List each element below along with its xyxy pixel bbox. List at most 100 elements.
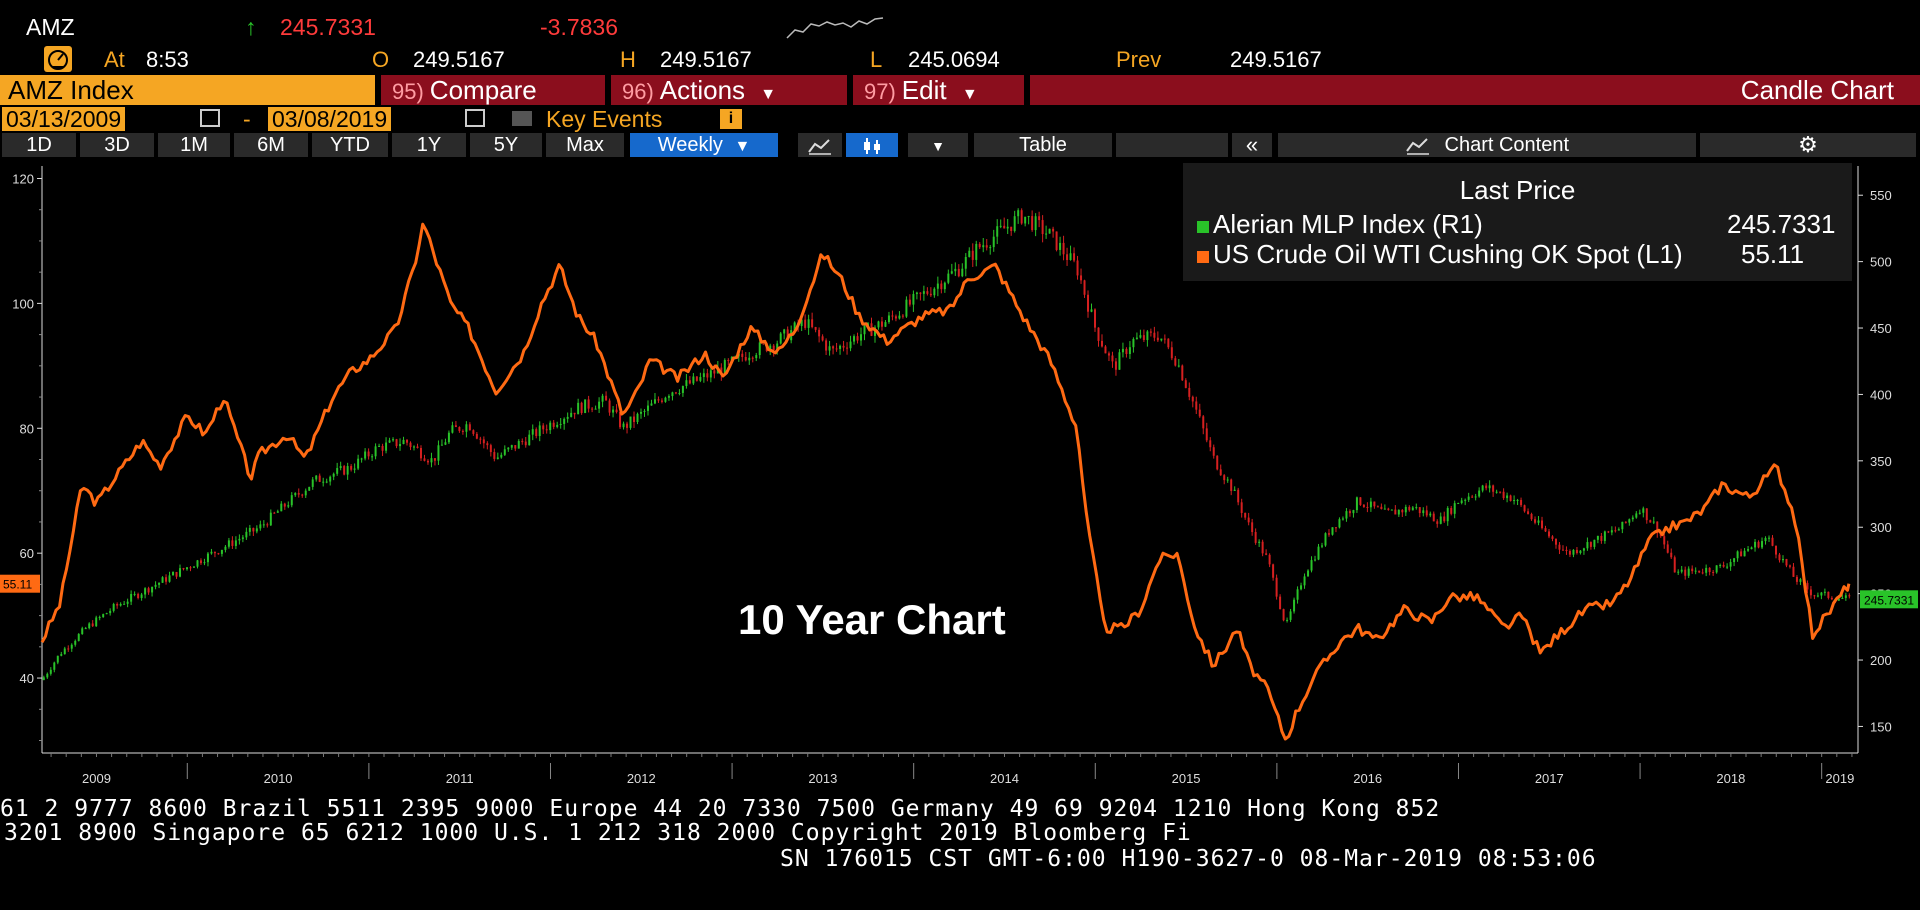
actions-label: Actions: [659, 75, 746, 105]
mlp-candle-body: [1111, 355, 1114, 362]
mlp-candle-body: [378, 445, 381, 447]
mlp-candle-body: [922, 291, 925, 294]
mlp-candle-body: [1548, 531, 1551, 537]
mlp-candle-body: [1031, 216, 1034, 231]
range-button-1y[interactable]: 1Y: [392, 133, 466, 157]
mlp-candle-body: [769, 345, 772, 351]
mlp-candle-body: [1467, 496, 1470, 500]
mlp-candle-body: [1582, 548, 1585, 551]
candle-chart-icon[interactable]: [846, 133, 898, 157]
mlp-candle-body: [192, 566, 195, 568]
mlp-candle-body: [633, 416, 636, 423]
mlp-candle-body: [685, 380, 688, 387]
mlp-candle-body: [982, 245, 985, 248]
mlp-candle-body: [615, 409, 618, 413]
mlp-candle-body: [175, 571, 178, 577]
settings-button[interactable]: ⚙: [1700, 133, 1916, 157]
mlp-candle-body: [1076, 260, 1079, 276]
compare-button[interactable]: 95) Compare: [392, 75, 537, 105]
mlp-candle-body: [671, 392, 674, 397]
mlp-candle-body: [1715, 565, 1718, 573]
mlp-candle-body: [828, 346, 831, 351]
range-button-1d[interactable]: 1D: [2, 133, 76, 157]
actions-button[interactable]: 96) Actions ▼: [622, 75, 776, 105]
mlp-candle-body: [437, 445, 440, 461]
mlp-candle-body: [535, 429, 538, 437]
mlp-candle-body: [1551, 536, 1554, 539]
edit-button[interactable]: 97) Edit ▼: [864, 75, 978, 105]
mlp-candle-body: [371, 456, 374, 458]
chart-content-button[interactable]: Chart Content: [1278, 133, 1696, 157]
high-label: H: [620, 47, 636, 72]
info-icon[interactable]: i: [720, 109, 742, 129]
mlp-candle-body: [1006, 226, 1009, 229]
mlp-candle-body: [814, 327, 817, 330]
mlp-candle-body: [1743, 550, 1746, 557]
table-button[interactable]: Table: [974, 133, 1112, 157]
mlp-candle-body: [1520, 499, 1523, 506]
range-button-ytd[interactable]: YTD: [312, 133, 388, 157]
mlp-candle-body: [1003, 225, 1006, 229]
chart-style-dropdown[interactable]: ▼: [908, 133, 968, 157]
mlp-candle-body: [1516, 499, 1519, 501]
mlp-candle-body: [1499, 491, 1502, 493]
end-date-field[interactable]: 03/08/2019: [268, 107, 392, 131]
start-date-field[interactable]: 03/13/2009: [2, 107, 126, 131]
mlp-candle-body: [1020, 210, 1023, 224]
mlp-candle-body: [636, 413, 639, 423]
realtime-gauge-icon[interactable]: [44, 46, 72, 72]
mlp-candle-body: [70, 644, 73, 649]
mlp-candle-body: [1087, 294, 1090, 312]
range-button-1m[interactable]: 1M: [158, 133, 230, 157]
mlp-candle-body: [1593, 539, 1596, 547]
calendar-icon[interactable]: [465, 109, 485, 127]
right-axis-tick-label: 550: [1870, 188, 1892, 203]
mlp-candle-body: [217, 553, 220, 555]
key-events-checkbox[interactable]: [512, 111, 532, 126]
mlp-candle-body: [1289, 611, 1292, 620]
mlp-candle-body: [538, 425, 541, 437]
mlp-candle-body: [957, 268, 960, 277]
mlp-candle-body: [1268, 554, 1271, 565]
mlp-candle-body: [283, 503, 286, 507]
mlp-candle-body: [259, 524, 262, 529]
mlp-candle-body: [1565, 549, 1568, 552]
mlp-candle-body: [1160, 338, 1163, 341]
x-axis-tick-label: 2010: [264, 771, 293, 786]
frequency-dropdown[interactable]: Weekly ▼: [630, 133, 778, 157]
mlp-candle-body: [468, 424, 471, 431]
range-button-5y[interactable]: 5Y: [470, 133, 542, 157]
collapse-button[interactable]: «: [1232, 133, 1272, 157]
mlp-candle-body: [825, 340, 828, 351]
mlp-candle-body: [126, 601, 129, 604]
mlp-candle-body: [1485, 485, 1488, 489]
mlp-candle-body: [1603, 531, 1606, 541]
mlp-candle-body: [1481, 485, 1484, 491]
mlp-candle-body: [1844, 595, 1847, 598]
mlp-candle-body: [577, 402, 580, 415]
calendar-icon[interactable]: [200, 109, 220, 127]
range-button-3d[interactable]: 3D: [80, 133, 154, 157]
mlp-candle-body: [1321, 545, 1324, 547]
mlp-candle-body: [1750, 547, 1753, 550]
mlp-candle-body: [1062, 242, 1065, 255]
mlp-candle-body: [1114, 361, 1117, 370]
security-field[interactable]: AMZ Index: [0, 75, 375, 105]
range-button-6m[interactable]: 6M: [234, 133, 308, 157]
line-chart-icon[interactable]: [798, 133, 842, 157]
mlp-candle-body: [1478, 490, 1481, 497]
mlp-candle-body: [489, 445, 492, 453]
mlp-candle-body: [936, 283, 939, 289]
mlp-candle-body: [88, 623, 91, 629]
key-events-label[interactable]: Key Events: [546, 106, 663, 132]
mlp-candle-body: [63, 648, 66, 655]
mlp-candle-body: [186, 567, 189, 570]
mlp-candle-body: [1726, 566, 1729, 568]
mlp-candle-body: [1809, 589, 1812, 596]
mlp-candle-body: [493, 452, 496, 459]
mlp-candle-body: [1055, 231, 1058, 250]
mlp-candle-body: [416, 446, 419, 448]
mlp-candle-body: [1558, 544, 1561, 550]
mlp-candle-body: [315, 475, 318, 480]
range-button-max[interactable]: Max: [546, 133, 624, 157]
